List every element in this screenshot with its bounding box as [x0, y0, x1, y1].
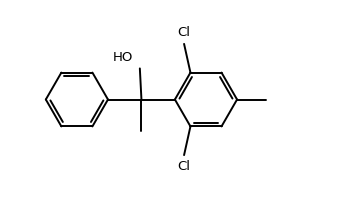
- Text: HO: HO: [113, 51, 133, 64]
- Text: Cl: Cl: [178, 160, 191, 173]
- Text: Cl: Cl: [178, 26, 191, 39]
